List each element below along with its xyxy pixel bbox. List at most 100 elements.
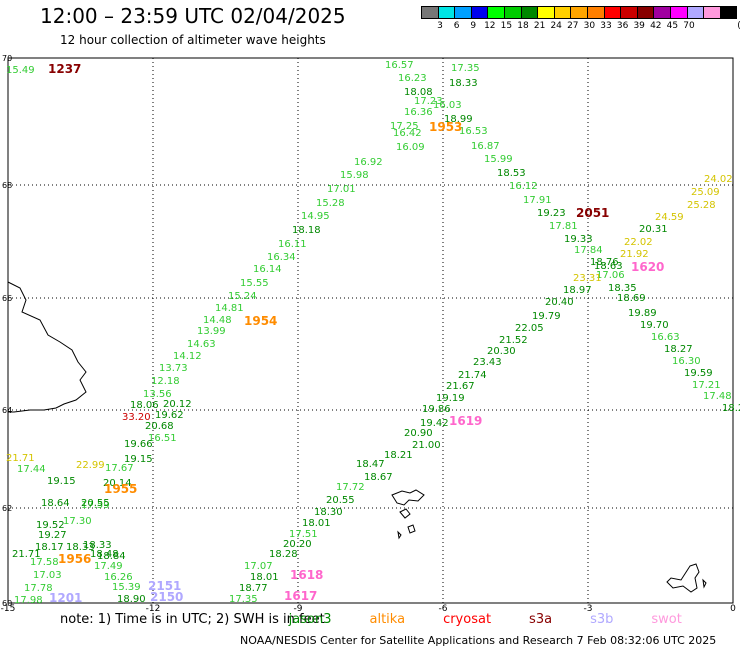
wave-height-value: 13.56 <box>143 389 172 400</box>
wave-height-value: 18.27 <box>664 344 693 355</box>
wave-height-value: 16.63 <box>651 332 680 343</box>
wave-height-value: 19.42 <box>420 418 449 429</box>
longitude-label: -12 <box>146 604 161 614</box>
wave-height-value: 21.71 <box>12 549 41 560</box>
wave-height-value: 17.44 <box>17 464 46 475</box>
wave-height-value: 18.21 <box>722 403 740 414</box>
map-title: 12:00 – 23:59 UTC 02/04/2025 <box>40 4 346 28</box>
legend-tick: 39 <box>633 21 645 31</box>
wave-height-value: 18.28 <box>269 549 298 560</box>
wave-height-value: 18.77 <box>239 583 268 594</box>
wave-height-value: 18.76 <box>590 257 619 268</box>
satellite-name-jason3: jason3 <box>288 612 332 627</box>
wave-height-value: 19.15 <box>47 476 76 487</box>
wave-height-value: 16.30 <box>672 356 701 367</box>
wave-height-value: 20.40 <box>545 297 574 308</box>
wave-height-value: 21.74 <box>458 370 487 381</box>
time-stamp-label: 1954 <box>244 314 277 328</box>
wave-height-value: 15.24 <box>228 291 257 302</box>
wave-height-value: 17.81 <box>549 221 578 232</box>
footer-note: note: 1) Time is in UTC; 2) SWH is in fe… <box>60 612 682 627</box>
wave-height-value: 18.01 <box>250 572 279 583</box>
wave-height-value: 15.99 <box>484 154 513 165</box>
wave-height-value: 18.21 <box>384 450 413 461</box>
legend-color-bar <box>421 6 738 19</box>
wave-height-value: 17.67 <box>105 463 134 474</box>
wave-height-value: 14.48 <box>203 315 232 326</box>
wave-height-value: 16.42 <box>393 128 422 139</box>
wave-height-value: 17.06 <box>596 270 625 281</box>
wave-height-value: 12.18 <box>151 376 180 387</box>
wave-height-value: 20.55 <box>81 498 110 509</box>
wave-height-value: 16.14 <box>253 264 282 275</box>
latitude-label: 66 <box>2 294 12 303</box>
wave-height-value: 22.02 <box>624 237 653 248</box>
legend-tick: 33 <box>600 21 612 31</box>
wave-height-value: 19.70 <box>640 320 669 331</box>
latitude-label: 64 <box>2 406 12 415</box>
iceland-coastline <box>7 281 87 413</box>
wave-height-value: 15.98 <box>340 170 369 181</box>
wave-height-value: 18.33 <box>449 78 478 89</box>
wave-height-value: 19.33 <box>564 234 593 245</box>
wave-height-value: 14.63 <box>187 339 216 350</box>
wave-height-value: 19.27 <box>38 530 67 541</box>
wave-height-value: 18.67 <box>364 472 393 483</box>
wave-height-value: 19.66 <box>124 439 153 450</box>
wave-height-value: 21.52 <box>499 335 528 346</box>
wave-height-value: 19.86 <box>422 404 451 415</box>
wave-height-value: 19.52 <box>36 520 65 531</box>
satellite-name-altika: altika <box>369 612 406 627</box>
satellite-name-cryosat: cryosat <box>443 612 492 627</box>
latitude-label: 60 <box>2 599 12 608</box>
wave-height-value: 17.35 <box>229 594 258 605</box>
legend-tick: 24 <box>550 21 562 31</box>
wave-height-value: 19.79 <box>532 311 561 322</box>
wave-height-value: 18.69 <box>617 293 646 304</box>
legend-tick: 12 <box>484 21 496 31</box>
longitude-label: -9 <box>294 604 303 614</box>
wave-height-value: 17.98 <box>14 595 43 606</box>
wave-height-value: 21.92 <box>620 249 649 260</box>
wave-height-value: 18.15 <box>0 0 29 3</box>
time-stamp-label: 1955 <box>104 482 137 496</box>
wave-height-value: 18.06 <box>130 400 159 411</box>
wave-height-value: 23.31 <box>573 273 602 284</box>
longitude-label: -15 <box>1 604 16 614</box>
wave-height-value: 18.01 <box>302 518 331 529</box>
wave-height-value: 17.49 <box>94 561 123 572</box>
legend-tick: 15 <box>500 21 513 31</box>
wave-height-value: 17.59 <box>81 500 110 511</box>
wave-height-value: 17.03 <box>33 570 62 581</box>
wave-height-value: 16.36 <box>404 107 433 118</box>
wave-height-value: 18.17 <box>35 542 64 553</box>
wave-height-value: 18.35 <box>608 283 637 294</box>
wave-height-value: 15.28 <box>316 198 345 209</box>
faroe-islands-coastline <box>391 489 425 540</box>
wave-height-value: 16.09 <box>396 142 425 153</box>
wave-height-value: 15.55 <box>240 278 269 289</box>
wave-height-value: 20.30 <box>487 346 516 357</box>
legend-tick: 18 <box>517 21 529 31</box>
wave-height-value: 16.23 <box>398 73 427 84</box>
wave-height-value: 17.58 <box>30 557 59 568</box>
legend-unit: (ft) <box>737 21 740 31</box>
legend-tick: 30 <box>583 21 596 31</box>
wave-height-value: 16.11 <box>278 239 307 250</box>
wave-height-value: 13.99 <box>197 326 226 337</box>
legend-tick: 3 <box>437 21 443 31</box>
latitude-label: 62 <box>2 504 12 513</box>
wave-height-value: 24.59 <box>655 212 684 223</box>
shetland-coastline <box>666 563 707 593</box>
latitude-label: 70 <box>2 54 12 63</box>
time-stamp-label: 1619 <box>449 414 482 428</box>
map-frame <box>7 57 734 604</box>
wave-height-value: 19.62 <box>155 410 184 421</box>
wave-height-value: 16.34 <box>267 252 296 263</box>
wave-height-value: 19.89 <box>628 308 657 319</box>
longitude-label: 0 <box>730 604 736 614</box>
wave-height-value: 22.05 <box>515 323 544 334</box>
